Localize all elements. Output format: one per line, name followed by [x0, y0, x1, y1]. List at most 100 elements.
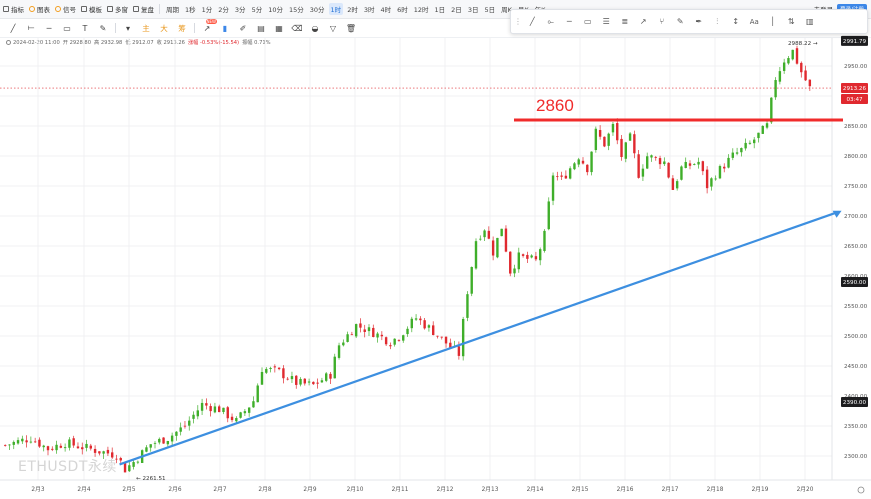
candle-body	[436, 335, 439, 337]
trend-line	[119, 210, 839, 466]
magnet-icon[interactable]: ◒	[311, 23, 319, 33]
x-tick-label: 2月11	[392, 486, 409, 493]
measure-icon[interactable]: ↕	[732, 17, 740, 26]
candle-body	[307, 381, 311, 383]
horizontal-ray-icon[interactable]: ⟝	[27, 23, 35, 32]
candle-body	[710, 178, 713, 187]
brush-icon[interactable]: ✎	[676, 17, 684, 26]
period-10[interactable]: 3时	[363, 6, 375, 14]
period-18[interactable]: 周K	[501, 6, 512, 14]
toolbar-item-multi-window[interactable]: 多窗	[107, 4, 128, 14]
max-price-label: 2988.22 →	[788, 41, 818, 47]
period-5[interactable]: 10分	[268, 6, 283, 14]
candle-body	[325, 373, 328, 381]
tool-8[interactable]: 大	[160, 23, 168, 33]
x-tick-label: 2月4	[77, 486, 90, 493]
period-1[interactable]: 1分	[201, 6, 213, 14]
chevron-down-icon[interactable]: ▾	[125, 23, 130, 33]
period-17[interactable]: 5日	[484, 6, 496, 14]
pitchfork-icon[interactable]: ⑂	[659, 17, 665, 26]
tool-7[interactable]: 主	[142, 23, 150, 33]
candle-body	[800, 62, 803, 73]
toolbar-item-indicator[interactable]: 指标	[3, 4, 24, 14]
candle-body	[354, 324, 358, 337]
candle-body	[38, 439, 41, 447]
segment-icon[interactable]: ╱	[529, 17, 535, 26]
ruler-icon[interactable]: ▤	[257, 23, 265, 33]
gann-icon[interactable]: ⫶	[716, 16, 719, 26]
price-range-icon[interactable]: ⇅	[787, 17, 795, 26]
candle-body	[470, 266, 473, 294]
toolbar-item-chart[interactable]: 图表	[29, 4, 50, 14]
period-2[interactable]: 2分	[218, 6, 229, 14]
period-0[interactable]: 1秒	[185, 6, 196, 14]
ray-icon[interactable]: ⟜	[547, 16, 554, 26]
candle-body	[230, 416, 234, 421]
cursor-badge-icon[interactable]: ↗ NEW	[203, 18, 217, 33]
trash-icon[interactable]: 🗑	[345, 23, 357, 33]
candle-body	[256, 385, 259, 403]
brush-icon[interactable]: ✎	[99, 23, 107, 33]
candle-body	[188, 420, 191, 426]
period-6[interactable]: 15分	[288, 6, 304, 14]
period-13[interactable]: 12时	[413, 6, 429, 14]
candle-body	[337, 345, 341, 358]
candle-body	[663, 161, 666, 165]
candle-body	[389, 345, 392, 347]
period-9[interactable]: 2时	[347, 6, 358, 14]
candle-body	[153, 442, 157, 444]
layout-icon[interactable]: ▦	[275, 23, 283, 33]
rectangle-icon[interactable]: ▭	[583, 17, 592, 26]
candle-body	[115, 458, 118, 460]
horizontal-line-icon[interactable]: ─	[566, 17, 572, 26]
candle-body	[521, 254, 525, 256]
text-icon[interactable]: T	[82, 23, 88, 33]
candle-body	[628, 133, 632, 141]
bookmark-icon[interactable]: ▮	[222, 23, 228, 33]
candle-body	[106, 449, 110, 454]
y-tick-label: 2300.00	[844, 454, 868, 460]
candle-body	[680, 166, 683, 180]
parallel-channel-icon[interactable]: ☰	[602, 17, 610, 26]
rectangle-icon[interactable]: ▭	[63, 23, 71, 33]
vertical-line-icon[interactable]: │	[770, 17, 776, 26]
period-11[interactable]: 4时	[380, 6, 392, 14]
fib-icon[interactable]: ≣	[621, 17, 629, 26]
tool-9[interactable]: 筹	[178, 23, 186, 33]
period-16[interactable]: 3日	[467, 6, 479, 14]
y-tick-label: 2700.00	[844, 214, 868, 220]
candle-body	[556, 176, 559, 178]
period-8[interactable]: 1时	[328, 3, 344, 15]
period-12[interactable]: 6时	[397, 6, 408, 14]
candle-body	[402, 335, 405, 341]
candle-body	[504, 228, 508, 252]
horizontal-line-icon[interactable]: ─	[46, 23, 52, 33]
price-tag-bg	[841, 94, 868, 105]
text-icon[interactable]: Aa	[749, 17, 759, 26]
period-4[interactable]: 5分	[251, 6, 263, 14]
candle-body	[209, 406, 212, 412]
period-3[interactable]: 3分	[234, 6, 246, 14]
layers-icon[interactable]: ▥	[805, 17, 814, 26]
period-14[interactable]: 1日	[434, 6, 446, 14]
pencil-icon[interactable]: ✐	[239, 23, 247, 33]
trend-line-icon[interactable]: ╱	[10, 23, 16, 33]
toolbar-item-signal[interactable]: 信号	[55, 4, 76, 14]
info-open: 开 2928.80	[62, 40, 92, 46]
drag-handle-icon[interactable]: ⋮	[514, 17, 522, 26]
candle-body	[693, 164, 696, 165]
candle-body	[303, 378, 306, 384]
period-7[interactable]: 30分	[309, 6, 325, 14]
candle-body	[346, 334, 349, 342]
arrow-icon[interactable]: ↗	[639, 17, 647, 26]
pen-icon[interactable]: ✒	[695, 17, 703, 26]
candle-body	[487, 230, 491, 239]
toolbar-item-replay[interactable]: 复盘	[133, 4, 154, 14]
filter-icon[interactable]: ▽	[329, 23, 337, 33]
eraser-icon[interactable]: ⌫	[291, 23, 303, 33]
period-15[interactable]: 2日	[451, 6, 462, 14]
toolbar-item-template[interactable]: 模板	[81, 4, 102, 14]
candle-body	[607, 133, 610, 146]
chart-settings-icon	[857, 486, 865, 494]
